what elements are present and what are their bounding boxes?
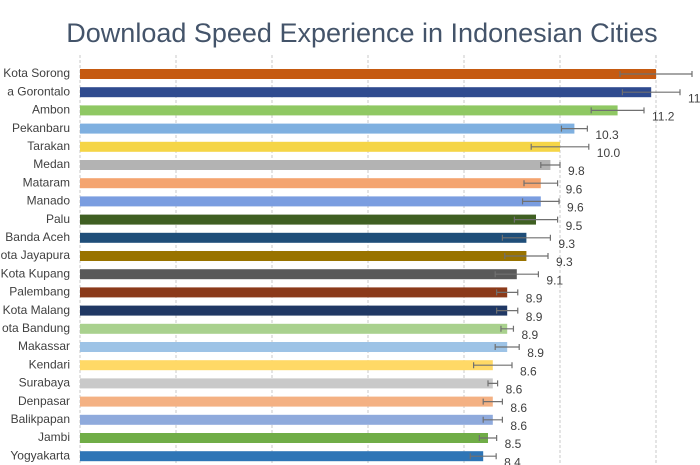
- y-tick-label: Mataram: [23, 175, 70, 189]
- bar: [80, 178, 541, 189]
- value-label: 8.4: [504, 455, 521, 465]
- bar: [80, 360, 493, 371]
- bar: [80, 141, 560, 152]
- value-label: 8.6: [506, 383, 523, 397]
- y-tick-label: ota Jayapura: [1, 248, 71, 262]
- y-tick-label: Tarakan: [27, 139, 70, 153]
- y-tick-label: Pekanbaru: [12, 121, 70, 135]
- bar: [80, 414, 493, 425]
- value-label: 8.5: [505, 437, 522, 451]
- bar: [80, 87, 652, 98]
- bar: [80, 269, 517, 280]
- error-bar: [590, 107, 645, 114]
- bar: [80, 232, 527, 243]
- value-label: 9.8: [568, 164, 585, 178]
- error-bar: [523, 180, 559, 187]
- value-label: 11.2: [652, 110, 675, 124]
- error-bar: [487, 380, 499, 387]
- error-bar: [501, 234, 551, 241]
- value-label: 8.6: [520, 364, 537, 378]
- value-label: 8.9: [526, 292, 543, 306]
- bar: [80, 396, 493, 407]
- value-label: 9.3: [558, 237, 575, 251]
- value-label: 9.1: [546, 273, 563, 287]
- bar: [80, 433, 488, 443]
- value-label: 8.6: [510, 401, 527, 415]
- error-bar: [521, 198, 560, 205]
- error-bar: [540, 162, 561, 168]
- y-tick-label: Palembang: [9, 285, 70, 299]
- bar: [80, 105, 618, 116]
- error-bar: [469, 453, 497, 460]
- error-bar: [473, 362, 513, 369]
- error-bar: [621, 89, 681, 96]
- error-bar: [500, 325, 515, 332]
- value-label: 9.6: [567, 201, 584, 215]
- bar: [80, 287, 508, 298]
- value-label: 10.0: [597, 146, 621, 160]
- error-bar: [482, 398, 503, 405]
- y-tick-label: Denpasar: [18, 394, 70, 408]
- bar: [80, 323, 508, 334]
- value-label: 11.9: [688, 91, 700, 105]
- value-label: 8.9: [527, 346, 544, 360]
- y-tick-label: Balikpapan: [11, 412, 70, 426]
- bar: [80, 160, 551, 170]
- value-label: 9.3: [556, 255, 573, 269]
- error-bar: [619, 71, 693, 77]
- y-tick-label: Palu: [46, 212, 70, 226]
- bar: [80, 305, 508, 316]
- y-tick-label: Kota Sorong: [3, 66, 70, 80]
- error-bar: [530, 143, 590, 150]
- y-tick-label: a Gorontalo: [7, 84, 70, 98]
- y-tick-label: Ambon: [32, 103, 70, 117]
- bar: [80, 342, 508, 352]
- error-bar: [504, 253, 549, 259]
- error-bar: [478, 435, 498, 441]
- value-label: 8.9: [526, 310, 543, 324]
- y-tick-label: Medan: [33, 157, 70, 171]
- bar: [80, 451, 484, 462]
- bar: [80, 69, 656, 79]
- y-tick-label: Yogyakarta: [10, 448, 70, 462]
- value-label: 9.5: [566, 219, 583, 233]
- y-tick-label: Banda Aceh: [5, 230, 70, 244]
- bar: [80, 214, 536, 225]
- error-bar: [494, 271, 539, 278]
- y-tick-label: Manado: [27, 194, 71, 208]
- y-tick-label: Kota Malang: [3, 303, 70, 317]
- chart-title: Download Speed Experience in Indonesian …: [66, 18, 657, 48]
- y-tick-label: ota Bandung: [2, 321, 70, 335]
- bar: [80, 196, 541, 207]
- y-tick-label: Makassar: [18, 339, 70, 353]
- y-tick-label: Kota Kupang: [1, 266, 70, 280]
- y-tick-label: Surabaya: [19, 376, 71, 390]
- value-label: 8.9: [521, 328, 538, 342]
- value-label: 10.3: [595, 128, 619, 142]
- bar: [80, 123, 575, 134]
- error-bar: [513, 216, 559, 223]
- bar: [80, 378, 493, 389]
- bar: [80, 251, 527, 261]
- y-tick-label: Kendari: [29, 357, 70, 371]
- error-bar: [482, 416, 503, 423]
- error-bar: [496, 289, 519, 296]
- error-bar: [494, 344, 520, 350]
- error-bar: [560, 125, 588, 132]
- y-tick-label: Jambi: [38, 430, 70, 444]
- value-label: 9.6: [566, 182, 583, 196]
- error-bar: [496, 307, 519, 314]
- value-label: 8.6: [510, 419, 527, 433]
